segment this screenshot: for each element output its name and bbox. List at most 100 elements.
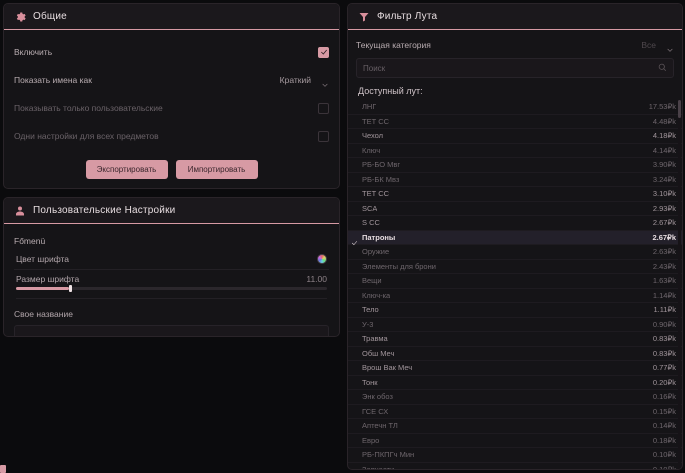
name-display-select[interactable]: Краткий <box>280 75 329 87</box>
loot-list-item[interactable]: Энк обоз 0.16₽k <box>348 390 682 405</box>
category-label: Текущая категория <box>356 40 431 50</box>
divider <box>16 298 327 299</box>
loot-item-name: ТЕТ СС <box>362 116 390 126</box>
check-icon <box>351 234 358 246</box>
loot-list-item[interactable]: Патроны 2.67₽k <box>348 230 682 246</box>
general-panel: Общие Включить Показать имена как Кратки… <box>3 3 340 189</box>
loot-item-name: S СС <box>362 218 380 228</box>
font-size-label: Размер шрифта <box>16 274 80 284</box>
loot-list-item[interactable]: Запчасти 0.10₽k <box>348 463 682 469</box>
loot-list-item[interactable]: S СС 2.67₽k <box>348 216 682 231</box>
loot-item-value: 0.10₽k <box>653 465 676 469</box>
user-settings-panel-header: Пользовательские Настройки <box>4 198 339 224</box>
loot-list-item[interactable]: ТЕТ СС 4.48₽k <box>348 115 682 129</box>
loot-item-value: 0.20₽k <box>652 377 676 387</box>
loot-item-name: У-3 <box>362 319 374 329</box>
font-size-slider[interactable] <box>16 285 327 292</box>
loot-list-item[interactable]: Аптечн ТЛ 0.14₽k <box>348 419 682 434</box>
loot-filter-panel-header: Фильтр Лута <box>348 4 682 30</box>
loot-list-scroll-thumb[interactable] <box>678 100 681 118</box>
search-input[interactable]: Поиск <box>356 58 674 78</box>
loot-item-name: SCA <box>362 203 378 213</box>
loot-list-item[interactable]: Травма 0.83₽k <box>348 332 682 347</box>
shared-settings-checkbox[interactable] <box>318 130 329 142</box>
row-enable-label: Включить <box>14 47 53 57</box>
loot-item-name: Тело <box>362 305 379 315</box>
loot-list-item[interactable]: ГСЕ СХ 0.15₽k <box>348 405 682 419</box>
row-only-custom[interactable]: Показывать только пользовательские <box>14 94 329 122</box>
loot-item-name: РБ-БК Мвз <box>362 174 400 184</box>
font-color-label: Цвет шрифта <box>16 253 70 264</box>
loot-list-item[interactable]: У-3 0.90₽k <box>348 318 682 332</box>
loot-item-value: 2.43₽k <box>652 261 676 271</box>
user-settings-icon <box>14 205 26 217</box>
enable-checkbox[interactable] <box>318 46 329 58</box>
general-panel-header: Общие <box>4 4 339 30</box>
loot-item-value: 0.15₽k <box>652 406 676 416</box>
loot-list-item[interactable]: РБ-БК Мвз 3.24₽k <box>348 173 682 187</box>
loot-list-item[interactable]: Тело 1.11₽k <box>348 303 682 318</box>
color-wheel-icon[interactable] <box>317 253 327 264</box>
loot-list-item[interactable]: Тонк 0.20₽k <box>348 376 682 390</box>
loot-item-name: Травма <box>362 334 388 344</box>
loot-list-item[interactable]: Врош Вак Меч 0.77₽k <box>348 361 682 376</box>
funnel-icon <box>358 11 370 23</box>
loot-list-item[interactable]: Ключ-ка 1.14₽k <box>348 289 682 303</box>
loot-list-scrollbar[interactable] <box>678 100 681 469</box>
loot-list-item[interactable]: РБ-БО Мвг 3.90₽k <box>348 158 682 173</box>
loot-list-item[interactable]: Чехол 4.18₽k <box>348 129 682 144</box>
loot-item-name: ЛНГ <box>362 102 377 112</box>
chevron-down-icon <box>321 76 329 87</box>
loot-list-item[interactable]: Элементы для брони 2.43₽k <box>348 260 682 274</box>
row-enable[interactable]: Включить <box>14 38 329 66</box>
loot-item-name: РБ-БО Мвг <box>362 160 401 170</box>
loot-list[interactable]: ЛНГ 17.53₽k ТЕТ СС 4.48₽k Чехол 4.18₽k Ключ 4.1… <box>348 100 682 469</box>
loot-item-value: 4.14₽k <box>652 145 676 155</box>
export-button[interactable]: Экспортировать <box>85 160 168 179</box>
loot-item-value: 0.16₽k <box>652 392 676 402</box>
category-row[interactable]: Текущая категория Все <box>356 34 674 56</box>
loot-item-name: Запчасти <box>362 465 394 469</box>
import-button[interactable]: Импортировать <box>175 160 258 179</box>
loot-list-item[interactable]: Вещи 1.63₽k <box>348 274 682 289</box>
loot-item-name: Оружие <box>362 247 390 257</box>
row-name-display[interactable]: Показать имена как Краткий <box>14 66 329 94</box>
search-icon[interactable] <box>658 59 667 77</box>
loot-item-value: 1.63₽k <box>652 276 676 286</box>
loot-list-item[interactable]: Обш Меч 0.83₽k <box>348 347 682 361</box>
user-settings-section-label: Főmenü <box>14 236 46 246</box>
loot-item-name: Ключ <box>362 145 381 155</box>
category-select[interactable]: Все <box>641 40 674 52</box>
category-value: Все <box>641 40 656 50</box>
loot-list-item[interactable]: Оружие 2.63₽k <box>348 245 682 260</box>
loot-item-name: Энк обоз <box>362 392 393 402</box>
only-custom-checkbox[interactable] <box>318 102 329 114</box>
custom-name-input[interactable] <box>14 325 329 336</box>
loot-list-item[interactable]: РБ-ПКПГч Мин 0.10₽k <box>348 448 682 463</box>
loot-list-item[interactable]: Евро 0.18₽k <box>348 434 682 448</box>
available-loot-label: Доступный лут: <box>358 86 423 96</box>
loot-item-name: Тонк <box>362 377 378 387</box>
loot-item-name: Патроны <box>362 232 396 242</box>
loot-item-value: 3.10₽k <box>652 189 676 199</box>
custom-name-label: Свое название <box>14 309 73 319</box>
loot-item-value: 0.83₽k <box>652 348 676 358</box>
loot-list-item[interactable]: ЛНГ 17.53₽k <box>348 100 682 115</box>
loot-item-value: 2.67₽k <box>652 232 676 242</box>
loot-item-name: Врош Вак Меч <box>362 363 413 373</box>
loot-item-value: 0.83₽k <box>652 334 676 344</box>
loot-list-item[interactable]: Ключ 4.14₽k <box>348 144 682 158</box>
loot-item-name: Элементы для брони <box>362 261 436 271</box>
font-size-slider-fill <box>16 287 69 290</box>
loot-list-item[interactable]: SCA 2.93₽k <box>348 202 682 216</box>
loot-item-value: 0.14₽k <box>652 421 676 431</box>
row-shared-settings[interactable]: Одни настройки для всех предметов <box>14 122 329 150</box>
loot-item-value: 17.53₽k <box>648 102 676 112</box>
font-size-value: 11.00 <box>306 274 327 284</box>
user-settings-panel: Пользовательские Настройки Főmenü Цвет ш… <box>3 197 340 337</box>
loot-list-item[interactable]: ТЕТ СС 3.10₽k <box>348 187 682 202</box>
font-color-row[interactable]: Цвет шрифта <box>14 248 329 270</box>
font-size-slider-knob[interactable] <box>68 285 72 292</box>
